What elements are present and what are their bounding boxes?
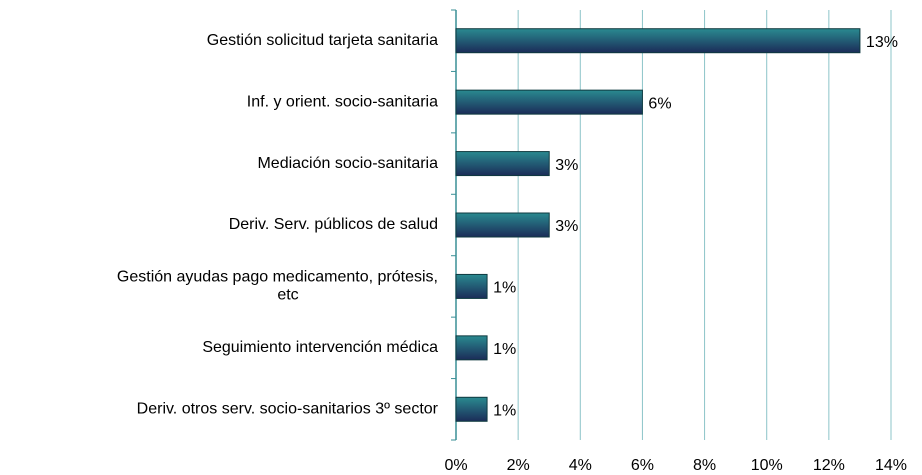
x-tick-label: 4% (569, 457, 592, 474)
x-tick-label: 8% (693, 457, 716, 474)
y-tick-label: Deriv. otros serv. socio-sanitarios 3º s… (137, 401, 439, 418)
data-label: 1% (493, 280, 516, 297)
x-tick-label: 14% (875, 457, 907, 474)
x-tick-label: 0% (444, 457, 467, 474)
bar (455, 89, 643, 115)
y-tick-label: Seguimiento intervención médica (202, 339, 438, 356)
x-tick-label: 10% (751, 457, 783, 474)
x-tick-label: 6% (631, 457, 654, 474)
data-label: 1% (493, 403, 516, 420)
y-tick-label: Gestión ayudas pago medicamento, prótesi… (117, 269, 438, 304)
y-tick-label: Deriv. Serv. públicos de salud (229, 216, 438, 233)
x-tick-label: 12% (813, 457, 845, 474)
y-tick-label: Inf. y orient. socio-sanitaria (247, 93, 438, 110)
data-label: 1% (493, 341, 516, 358)
y-tick-label: Mediación socio-sanitaria (257, 155, 438, 172)
data-label: 3% (555, 218, 578, 235)
bar (455, 151, 550, 177)
y-tick-label: Gestión solicitud tarjeta sanitaria (207, 32, 438, 49)
data-label: 3% (555, 157, 578, 174)
x-tick-label: 2% (507, 457, 530, 474)
bar (455, 396, 488, 422)
bar (455, 335, 488, 361)
data-label: 13% (866, 34, 898, 51)
bar (455, 28, 861, 54)
data-label: 6% (648, 95, 671, 112)
bar (455, 273, 488, 299)
bar (455, 212, 550, 238)
